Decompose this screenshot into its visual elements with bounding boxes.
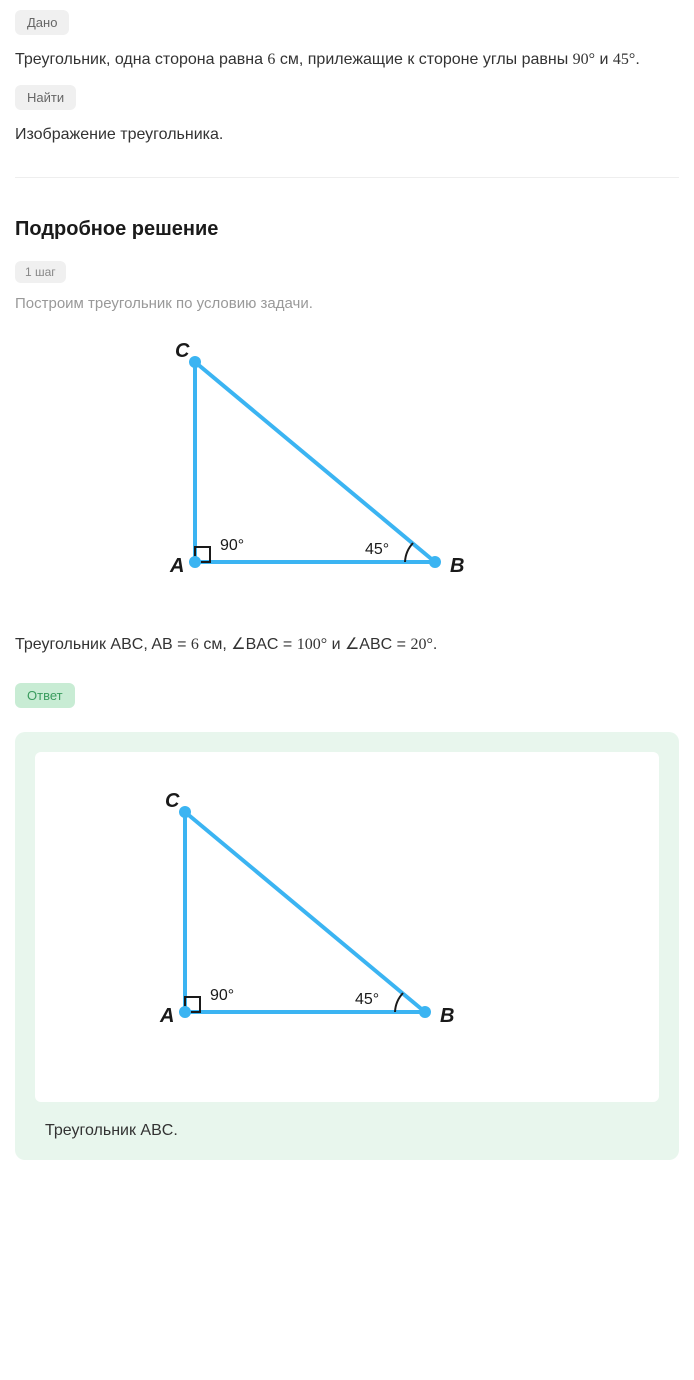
triangle-svg-2: A B C 90° 45°: [105, 782, 535, 1052]
svg-text:90°: 90°: [210, 987, 234, 1004]
answer-badge: Ответ: [15, 683, 75, 708]
triangle-svg-1: A B C 90° 45°: [115, 332, 545, 602]
given-badge: Дано: [15, 10, 69, 35]
svg-text:B: B: [440, 1005, 454, 1027]
svg-text:C: C: [165, 790, 180, 812]
answer-inner: A B C 90° 45°: [35, 752, 659, 1102]
svg-text:A: A: [159, 1005, 174, 1027]
triangle-diagram-2: A B C 90° 45°: [105, 782, 535, 1052]
svg-text:90°: 90°: [220, 537, 244, 554]
find-text: Изображение треугольника.: [15, 122, 679, 148]
svg-text:45°: 45°: [365, 541, 389, 558]
svg-text:A: A: [169, 555, 184, 577]
answer-box: A B C 90° 45° Треугольник ABC.: [15, 732, 679, 1160]
answer-text: Треугольник ABC.: [35, 1122, 659, 1140]
triangle-diagram-1: A B C 90° 45°: [115, 332, 545, 602]
find-badge: Найти: [15, 85, 76, 110]
step-text: Построим треугольник по условию задачи.: [15, 295, 679, 312]
formula-text: Треугольник ABC, AB = 6 см, ∠BAC = 100° …: [15, 632, 679, 658]
svg-text:45°: 45°: [355, 991, 379, 1008]
divider: [15, 177, 679, 178]
solution-title: Подробное решение: [15, 218, 679, 241]
given-text: Треугольник, одна сторона равна 6 см, пр…: [15, 47, 679, 73]
step-badge: 1 шаг: [15, 261, 66, 283]
svg-text:C: C: [175, 340, 190, 362]
svg-text:B: B: [450, 555, 464, 577]
